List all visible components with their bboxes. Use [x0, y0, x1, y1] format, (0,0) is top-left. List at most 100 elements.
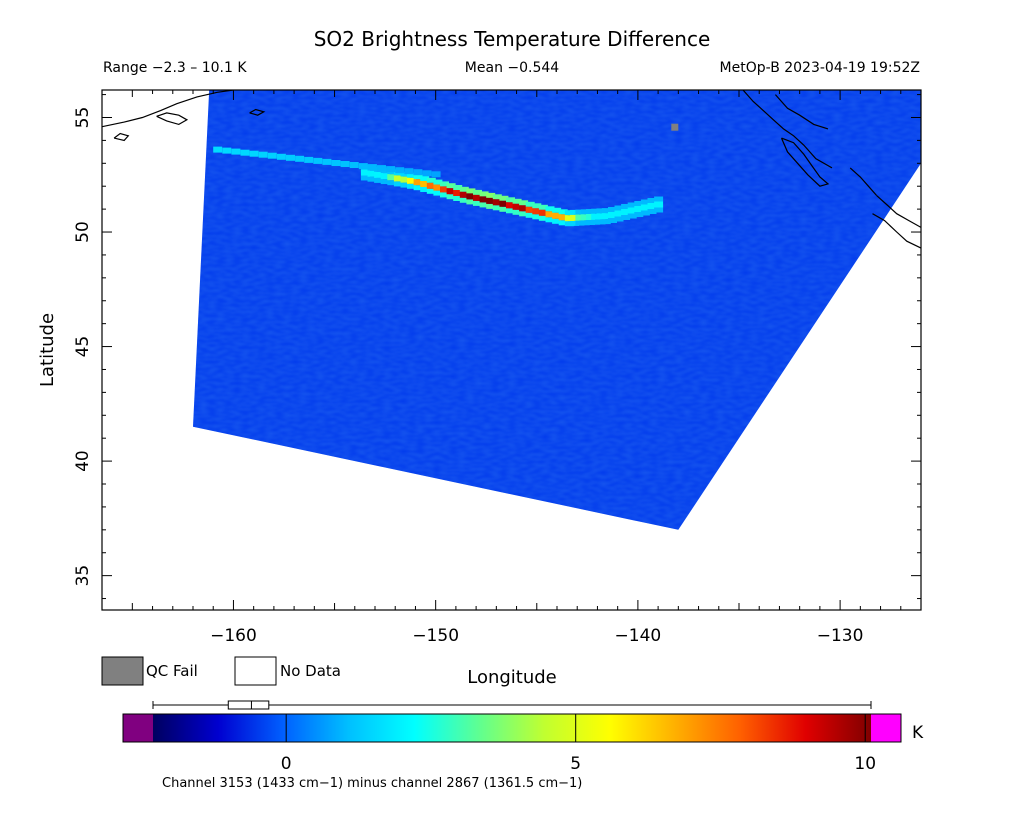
y-tick-label: 50: [73, 221, 93, 243]
figure-title: SO2 Brightness Temperature Difference: [314, 27, 711, 51]
plume-cell: [506, 202, 515, 209]
plume-cell: [459, 191, 469, 198]
band-cell: [304, 156, 314, 163]
coastline-bc: [849, 167, 877, 196]
plume-cell: [512, 209, 522, 215]
plume-cell: [627, 213, 637, 219]
coastline-alaska: [249, 108, 266, 116]
plume-cell: [570, 209, 580, 215]
band-cell: [313, 157, 323, 164]
band-cell: [286, 154, 295, 161]
plume-cell: [413, 185, 423, 191]
plume-cell: [591, 213, 601, 220]
plume-cell: [486, 197, 496, 204]
plume-cell: [575, 214, 585, 221]
plume-cell: [570, 220, 580, 226]
plume-cell: [614, 210, 624, 217]
plume-cell: [647, 198, 657, 203]
swath-layer: [193, 90, 921, 530]
plume-cell: [545, 211, 555, 218]
plume-cell: [453, 190, 463, 196]
plume-cell: [499, 200, 509, 207]
x-tick-label: −160: [210, 626, 257, 646]
plume-cell: [591, 208, 601, 214]
plume-cell: [538, 215, 548, 221]
plume-cell: [614, 205, 624, 211]
plume-cell: [532, 208, 542, 215]
band-cell: [322, 158, 332, 165]
band-cell: [367, 164, 377, 171]
plume-cell: [400, 176, 410, 183]
colorbar-under: [123, 714, 153, 742]
plume-cell: [552, 207, 562, 213]
plume-cell: [601, 219, 611, 225]
plume-cell: [575, 220, 585, 226]
plume-cell: [654, 201, 664, 208]
colorbar: 0 5 10: [122, 700, 902, 774]
plume-cell: [486, 192, 496, 198]
upper-band: [213, 146, 441, 178]
plume-cell: [586, 220, 595, 225]
plume-cell: [426, 188, 436, 194]
band-cell: [249, 150, 259, 157]
colorbar-caption: Channel 3153 (1433 cm−1) minus channel 2…: [162, 776, 582, 791]
coastline-bc: [774, 94, 829, 130]
plume-cell: [479, 196, 489, 203]
band-cell: [295, 155, 305, 162]
plume-cell: [413, 174, 423, 180]
plume-cell: [360, 169, 370, 176]
plume-cell: [387, 174, 397, 181]
plume-cell: [506, 197, 515, 203]
band-cell: [422, 170, 432, 177]
no-data-label: No Data: [280, 662, 341, 680]
plume-cell: [647, 209, 657, 214]
band-cell: [395, 167, 405, 174]
plume-cell: [525, 201, 535, 207]
plume-cell: [512, 198, 522, 204]
plume-cell: [459, 186, 469, 192]
plume-cell: [558, 214, 568, 221]
plume-cell: [634, 201, 644, 206]
plume-cell: [525, 206, 535, 213]
y-tick-label: 45: [73, 336, 93, 358]
plume-cell: [519, 205, 529, 212]
plume-cell: [575, 209, 585, 215]
plume-cell: [627, 202, 637, 208]
plume-cell: [564, 221, 574, 227]
map-frame: [101, 89, 922, 611]
plume-cell: [387, 180, 397, 186]
colorbar-ramp: [153, 714, 871, 742]
plume-cell: [433, 179, 443, 185]
coastlines: [102, 90, 921, 249]
coastline-alaska: [102, 90, 234, 128]
plume-cell: [374, 177, 384, 183]
boxplot-box: [227, 700, 270, 710]
plume-cell: [627, 207, 637, 214]
plume-cell: [466, 193, 476, 200]
plume-cell: [538, 204, 548, 210]
plume-cell: [538, 209, 548, 216]
band-cell: [213, 146, 223, 153]
plume-cell: [473, 189, 482, 195]
plume-cell: [367, 176, 377, 182]
band-cell: [377, 165, 386, 172]
band-cell: [358, 163, 368, 170]
x-axis-label: Longitude: [467, 667, 557, 688]
plume-cell: [558, 209, 568, 215]
y-tick-label: 40: [73, 450, 93, 472]
plume-cell: [552, 212, 562, 219]
axis-ticks: −160 −150 −140 −130 35 40 45 50 55: [73, 90, 921, 646]
y-axis-label: Latitude: [37, 313, 58, 387]
plume-cell: [420, 187, 430, 192]
band-cell: [340, 161, 350, 167]
plume-cell: [586, 214, 595, 220]
plume-cell: [400, 182, 410, 188]
plume-cell: [591, 219, 601, 225]
band-cell: [386, 166, 396, 173]
plume-cell: [407, 172, 416, 178]
plume-cell: [466, 199, 476, 205]
plume-cell: [608, 207, 617, 212]
plume-cell: [473, 200, 482, 206]
coastline-alaska: [156, 112, 189, 126]
